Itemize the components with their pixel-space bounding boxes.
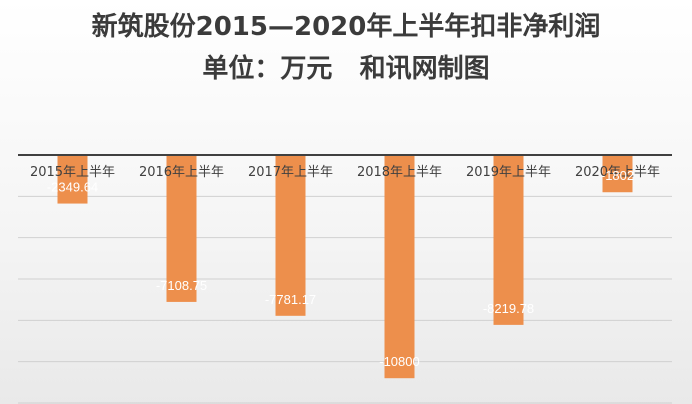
x-tick-label: 2019年上半年	[466, 165, 551, 180]
bar-2016年上半年	[166, 155, 197, 302]
chart-subtitle: 单位：万元 和讯网制图	[202, 54, 490, 84]
bar-2015年上半年	[57, 155, 88, 204]
chart-title: 新筑股份2015—2020年上半年扣非净利润	[91, 12, 601, 42]
bar-2019年上半年	[493, 155, 524, 325]
x-tick-label: 2015年上半年	[30, 165, 115, 180]
bar-2017年上半年	[275, 155, 306, 316]
data-label: -1802	[601, 168, 634, 183]
bar-2020年上半年	[602, 155, 633, 193]
x-tick-label: 2018年上半年	[357, 165, 442, 180]
x-tick-label: 2020年上半年	[575, 165, 660, 180]
x-tick-label: 2016年上半年	[139, 165, 224, 180]
data-label: -2349.64	[47, 180, 98, 195]
x-tick-label: 2017年上半年	[248, 165, 333, 180]
data-label: -7781.17	[265, 292, 316, 307]
chart-title-block: 新筑股份2015—2020年上半年扣非净利润 单位：万元 和讯网制图	[0, 10, 692, 86]
data-label: -10800	[379, 354, 419, 369]
bar-2018年上半年	[384, 155, 415, 379]
data-label: -8219.78	[483, 301, 534, 316]
data-label: -7108.75	[156, 278, 207, 293]
